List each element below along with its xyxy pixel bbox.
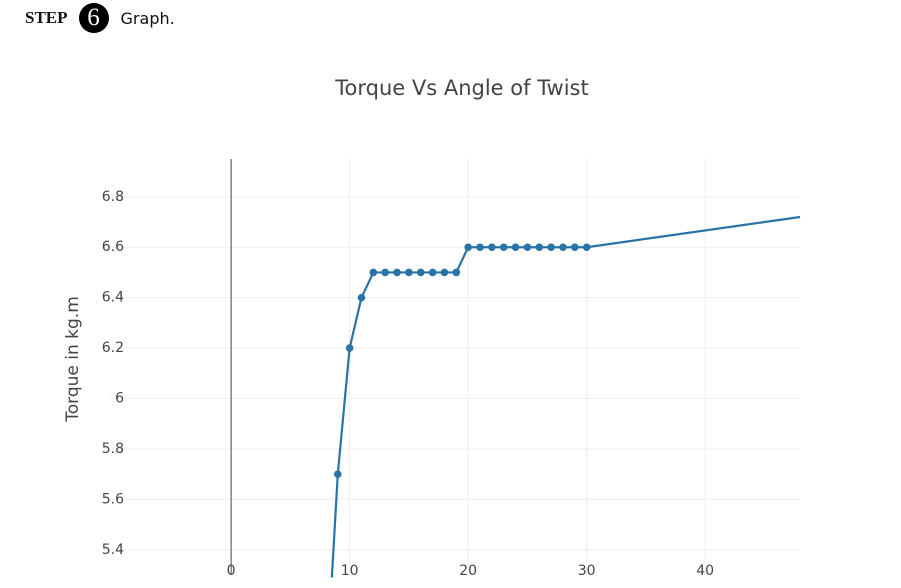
data-point <box>464 243 472 252</box>
step-header: STEP 6 Graph. <box>25 0 175 36</box>
data-point <box>381 268 389 277</box>
x-tick-label: 40 <box>696 563 714 579</box>
y-tick-label: 5.4 <box>102 542 124 558</box>
y-tick-label: 6.6 <box>102 239 124 255</box>
data-point <box>488 243 496 252</box>
data-point <box>523 243 532 252</box>
data-point <box>547 243 555 252</box>
data-point <box>571 243 579 252</box>
data-point <box>393 268 401 277</box>
y-tick-label: 6.8 <box>102 189 124 205</box>
data-point <box>452 268 461 277</box>
y-tick-label: 6.2 <box>102 340 124 356</box>
x-tick-label: 30 <box>578 563 596 579</box>
x-tick-label: 10 <box>341 563 359 579</box>
data-point <box>345 344 354 352</box>
chart-title: Torque Vs Angle of Twist <box>335 76 589 100</box>
y-gridlines <box>110 196 800 551</box>
x-tick-label: 0 <box>227 563 236 579</box>
data-point <box>582 243 591 252</box>
data-point <box>559 243 567 252</box>
series-group <box>330 215 801 578</box>
data-point <box>357 293 366 302</box>
y-axis-title: Torque in kg.m <box>63 296 83 423</box>
y-tick-label: 5.6 <box>102 491 124 507</box>
step-description: Graph. <box>120 8 175 28</box>
step-number-badge: 6 <box>78 3 109 33</box>
series-line <box>330 215 801 578</box>
data-point <box>499 243 508 252</box>
data-point <box>476 243 484 252</box>
data-point <box>333 470 342 478</box>
data-point <box>535 243 544 252</box>
data-point <box>405 268 413 277</box>
x-gridlines <box>349 159 706 575</box>
data-point <box>416 268 425 277</box>
x-tick-labels: 0 10 20 30 40 <box>227 563 714 579</box>
data-point <box>440 268 449 277</box>
y-tick-label: 5.8 <box>102 441 124 457</box>
step-label: STEP <box>25 8 68 27</box>
y-tick-label: 6.4 <box>102 290 124 306</box>
data-point <box>511 243 520 252</box>
data-point <box>428 268 437 277</box>
data-point <box>369 268 378 277</box>
y-tick-label: 6 <box>115 391 124 407</box>
y-tick-labels: 5.4 5.6 5.8 6 6.2 6.4 6.6 6.8 <box>102 189 124 558</box>
x-tick-label: 20 <box>459 563 477 579</box>
